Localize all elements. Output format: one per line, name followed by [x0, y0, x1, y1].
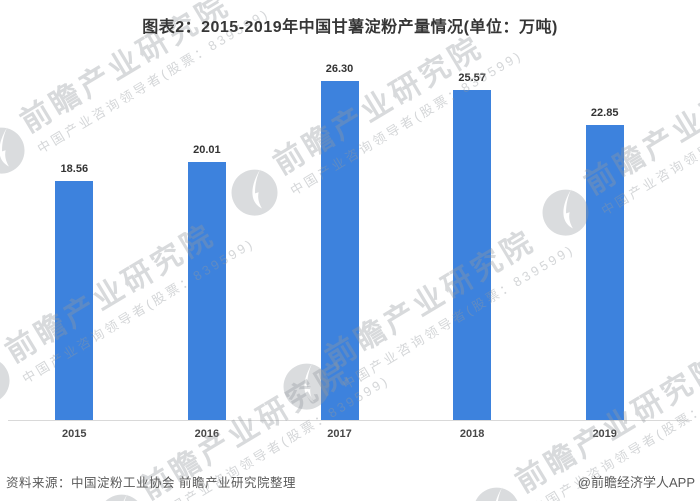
credit-note: @前瞻经济学人APP [577, 474, 695, 490]
x-axis-label-2018: 2018 [459, 428, 485, 440]
x-axis-label-2017: 2017 [327, 428, 352, 440]
bar-2016 [187, 162, 226, 420]
plot-area: 18.56 2015 20.01 2016 26.30 2017 25.57 2018 22.8… [8, 60, 692, 440]
x-axis-line [8, 420, 692, 421]
bar-value-2015: 18.56 [60, 163, 89, 175]
bar-value-2019: 22.85 [590, 107, 619, 119]
bar-2018 [453, 90, 492, 420]
bar-value-2018: 25.57 [458, 72, 486, 84]
footer: 资料来源：中国淀粉工业协会 前瞻产业研究院整理 @前瞻经济学人APP [0, 467, 700, 501]
chart-title: 图表2：2015-2019年中国甘薯淀粉产量情况(单位：万吨) [142, 19, 558, 36]
bar-2015 [55, 181, 94, 420]
source-note: 资料来源：中国淀粉工业协会 前瞻产业研究院整理 [6, 475, 296, 490]
bar-2019 [585, 125, 624, 420]
x-axis-label-2016: 2016 [194, 428, 220, 440]
x-axis-label-2019: 2019 [592, 428, 617, 440]
bar-value-2017: 26.30 [325, 63, 354, 75]
bar-value-2016: 20.01 [193, 144, 221, 156]
bar-2017 [320, 81, 359, 420]
x-axis-label-2015: 2015 [62, 428, 87, 440]
